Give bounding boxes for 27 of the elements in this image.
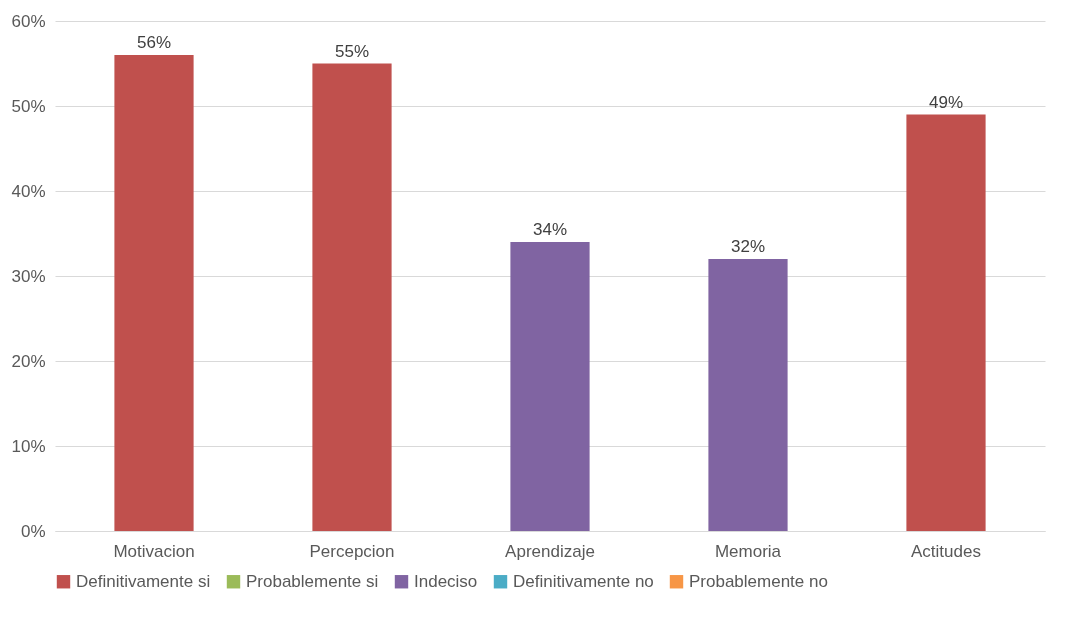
data-label: 34%: [532, 220, 568, 239]
y-tick-label: 50%: [11, 96, 46, 116]
x-tick-label: Aprendizaje: [505, 541, 595, 561]
x-tick-label: Memoria: [714, 541, 782, 561]
legend-label: Definitivamente si: [76, 571, 211, 591]
y-tick-label: 20%: [11, 351, 46, 371]
legend-label: Indeciso: [414, 571, 478, 591]
legend-label: Definitivamente no: [513, 571, 654, 591]
y-tick-label: 30%: [11, 266, 46, 286]
y-tick-label: 60%: [11, 11, 46, 31]
data-label: 56%: [136, 33, 172, 52]
bar: [312, 63, 392, 531]
data-label: 32%: [730, 237, 766, 256]
bar: [510, 242, 590, 531]
y-tick-label: 40%: [11, 181, 46, 201]
x-tick-label: Percepcion: [309, 541, 395, 561]
data-label: 55%: [334, 41, 370, 61]
legend-label: Probablemente si: [246, 571, 379, 591]
y-tick-label: 0%: [20, 521, 46, 541]
x-tick-label: Actitudes: [911, 541, 981, 561]
data-label: 49%: [928, 92, 964, 112]
bar: [114, 55, 194, 531]
bar: [906, 114, 986, 531]
bar: [708, 259, 788, 531]
x-tick-label: Motivacion: [113, 541, 195, 561]
y-tick-label: 10%: [11, 436, 46, 456]
legend-label: Probablemente no: [689, 571, 828, 591]
